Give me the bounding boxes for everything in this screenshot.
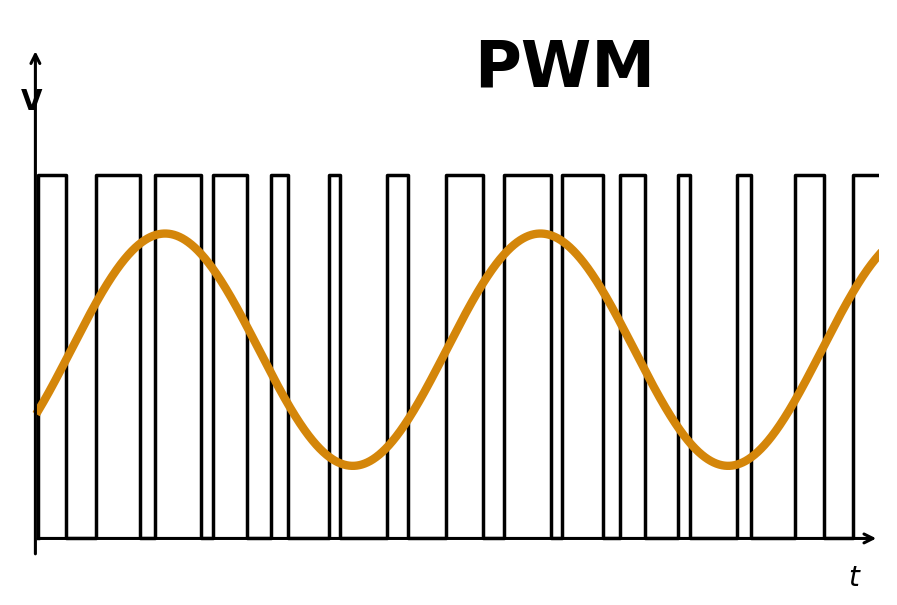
Text: PWM: PWM [475, 38, 656, 99]
Text: V: V [21, 88, 42, 116]
Text: t: t [849, 564, 859, 592]
